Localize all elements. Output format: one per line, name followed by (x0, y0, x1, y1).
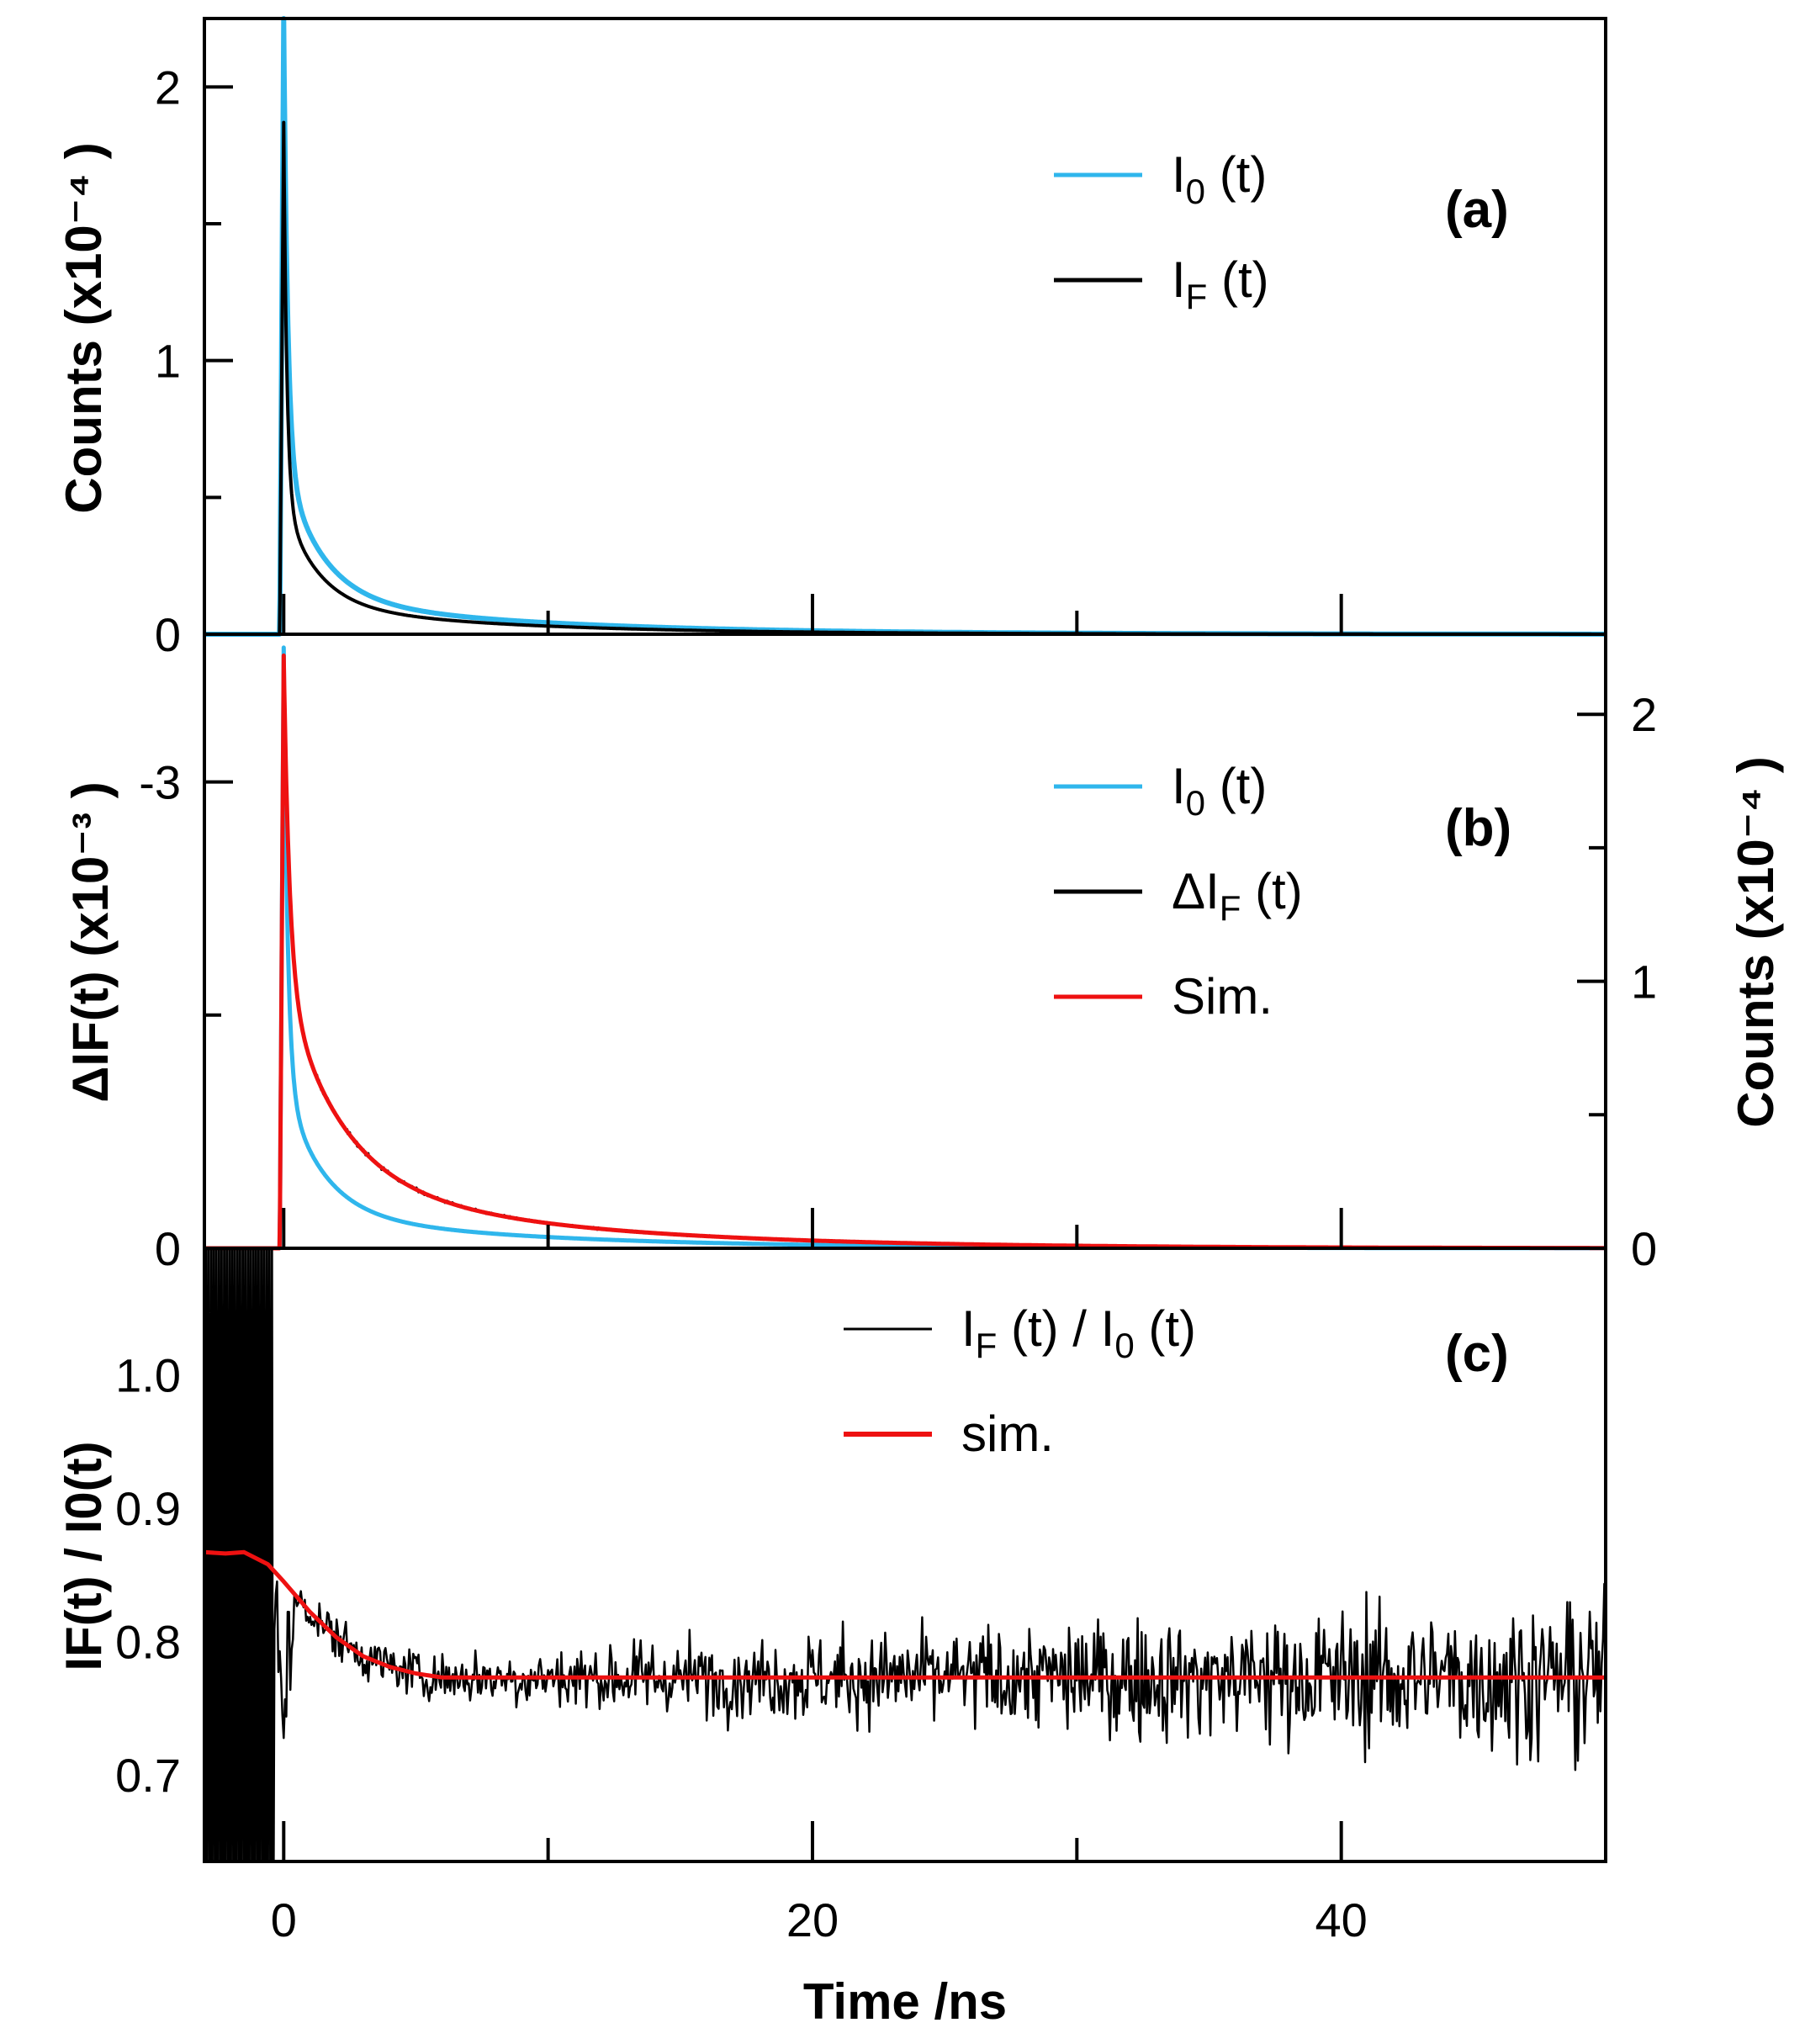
y-tick-label: 0.9 (115, 1482, 181, 1535)
series-IF (203, 120, 1607, 636)
panel-a: 0 1 2 I0 (t) IF (t) (a) Counts (x10⁻⁴ ) (56, 16, 1608, 661)
y-tick-label: 0 (155, 608, 181, 661)
legend-label: ΔIF (t) (1172, 863, 1303, 928)
series-I0 (203, 645, 1607, 1251)
x-axis-tick-labels: 0 20 40 (271, 1893, 1368, 1946)
series-sim (203, 653, 1607, 1251)
x-axis-title: Time /ns (803, 1973, 1007, 2030)
panel-b: 0 -3 0 1 2 I0 (t) ΔIF (t) Sim. (b) ΔIF(t) (x10… (62, 633, 1784, 1275)
panel-a-curves (202, 16, 1608, 637)
panel-b-frame (203, 633, 1607, 1250)
y-tick-label: 2 (1631, 688, 1657, 741)
x-tick-label: 0 (271, 1893, 297, 1946)
panel-c: 0.7 0.8 0.9 1.0 IF (t) / I0 (t) sim. (c) IF(… (56, 1247, 1607, 1863)
legend-label: IF (t) (1172, 252, 1269, 316)
y-tick-label: 1.0 (115, 1349, 181, 1402)
legend-label: I0 (t) (1172, 758, 1267, 823)
panel-a-label: (a) (1445, 181, 1509, 239)
series-I0 (202, 16, 1608, 637)
panel-a-ylabel: Counts (x10⁻⁴ ) (56, 142, 112, 513)
panel-c-frame (203, 1247, 1607, 1863)
panel-b-ylabel-left: ΔIF(t) (x10⁻³ ) (62, 781, 119, 1102)
y-tick-label: 0.8 (115, 1616, 181, 1669)
panel-c-legend: IF (t) / I0 (t) sim. (844, 1300, 1196, 1462)
panel-c-ylabel: IF(t) / I0(t) (56, 1441, 112, 1671)
panel-b-curves (203, 645, 1607, 1251)
panel-c-ticks: 0.7 0.8 0.9 1.0 (115, 1349, 1343, 1861)
panel-a-frame (203, 17, 1607, 636)
panel-c-label: (c) (1445, 1325, 1509, 1383)
legend-label: sim. (961, 1406, 1054, 1462)
legend-label: I0 (t) (1172, 146, 1267, 211)
legend-label: IF (t) / I0 (t) (961, 1300, 1196, 1365)
legend-label: Sim. (1172, 968, 1273, 1025)
panel-b-legend: I0 (t) ΔIF (t) Sim. (1054, 758, 1303, 1025)
series-dIF (204, 654, 1607, 1250)
panel-b-ticks: 0 -3 0 1 2 (139, 688, 1657, 1275)
y-tick-label: 0.7 (115, 1749, 181, 1802)
panel-b-ylabel-right: Counts (x10⁻⁴ ) (1728, 756, 1784, 1127)
panel-a-legend: I0 (t) IF (t) (1054, 146, 1269, 316)
x-tick-label: 40 (1315, 1893, 1368, 1946)
y-tick-label: 1 (1631, 956, 1657, 1009)
y-tick-label: 0 (1631, 1222, 1657, 1275)
y-tick-label: 0 (155, 1222, 181, 1275)
panel-b-label: (b) (1445, 799, 1511, 857)
y-tick-label: -3 (139, 756, 181, 809)
series-ratio (204, 1248, 1606, 1861)
x-tick-label: 20 (786, 1893, 839, 1946)
series-sim (204, 1549, 1606, 1680)
y-tick-label: 2 (155, 61, 181, 114)
panel-c-plot-area (204, 1248, 1606, 1861)
y-tick-label: 1 (155, 335, 181, 388)
panel-c-curves (204, 1248, 1606, 1861)
